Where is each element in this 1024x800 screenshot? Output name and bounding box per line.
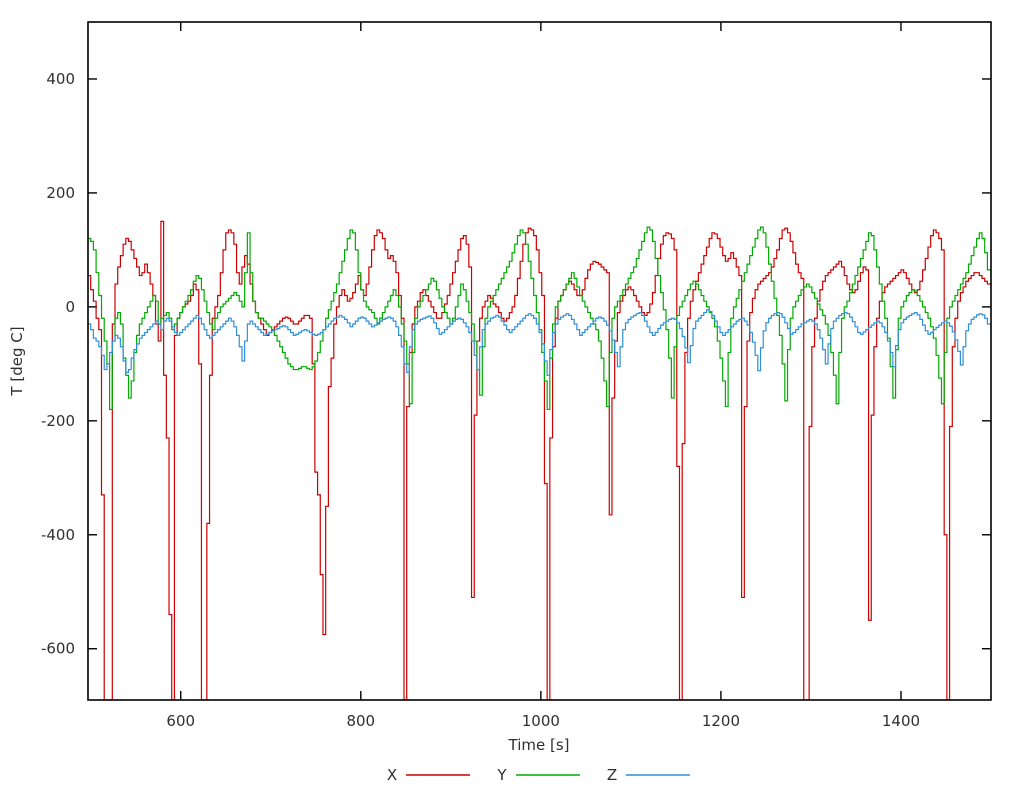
legend-label-y[interactable]: Y [496, 766, 507, 784]
legend-label-x[interactable]: X [387, 766, 397, 784]
y-axis-title: T [deg C] [8, 326, 26, 396]
y-tick-label: 200 [46, 184, 75, 202]
series-line-z [88, 309, 991, 376]
y-tick-label: -600 [41, 640, 75, 658]
plot-frame [87, 21, 992, 701]
x-tick-label: 1400 [882, 712, 920, 730]
series-line-x [88, 220, 991, 700]
data-series-group [88, 220, 991, 700]
x-tick-label: 1000 [522, 712, 560, 730]
legend-label-z[interactable]: Z [607, 766, 617, 784]
y-axis-ticks: 400 200 0 -200 -400 -600 [41, 70, 991, 658]
x-axis-ticks: 600 800 1000 1200 1400 [166, 22, 920, 730]
y-tick-label: -400 [41, 526, 75, 544]
x-tick-label: 800 [346, 712, 375, 730]
chart-legend: X Y Z [387, 766, 690, 784]
y-tick-label: 0 [65, 298, 75, 316]
x-tick-label: 1200 [702, 712, 740, 730]
x-tick-label: 600 [166, 712, 195, 730]
x-axis-title: Time [s] [508, 736, 570, 754]
y-tick-label: 400 [46, 70, 75, 88]
y-tick-label: -200 [41, 412, 75, 430]
